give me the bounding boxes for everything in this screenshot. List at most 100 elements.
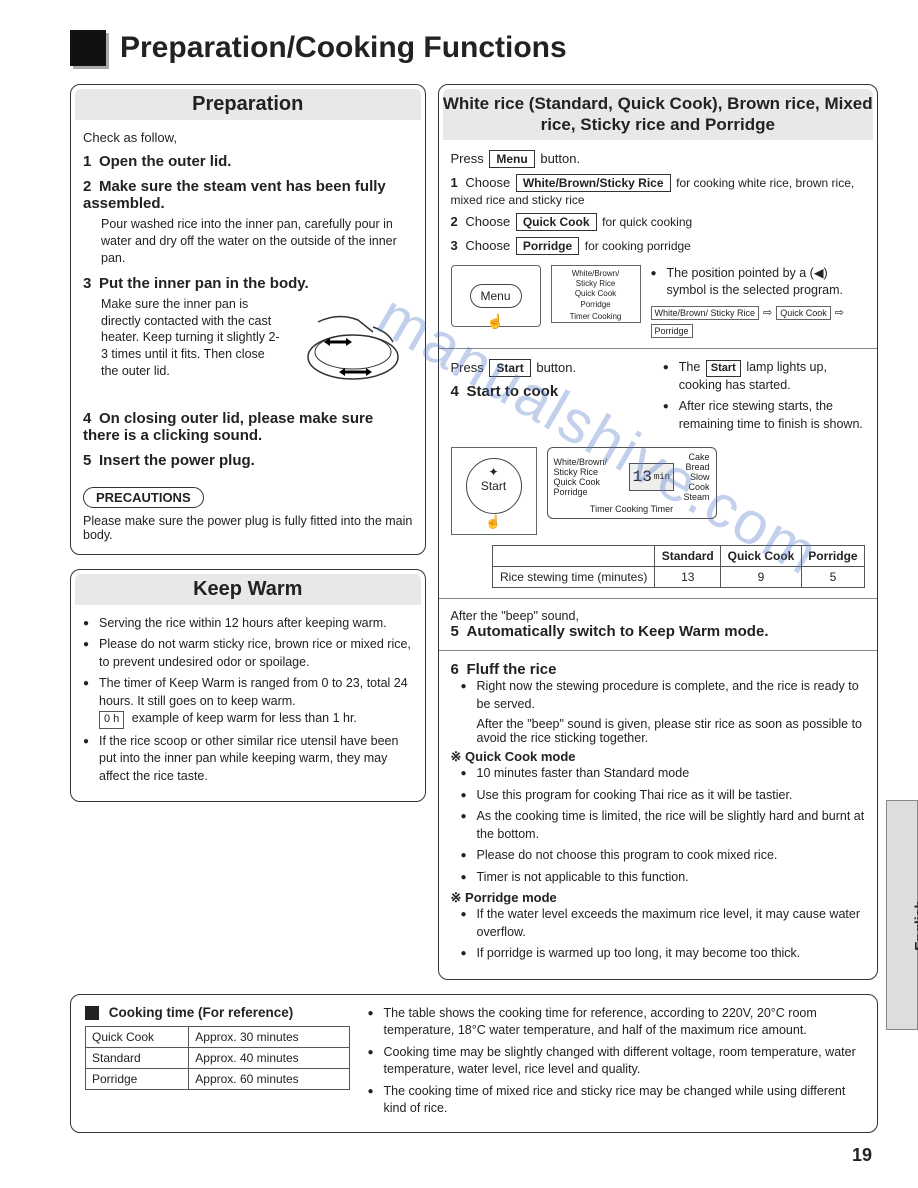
table-cell: Approx. 30 minutes xyxy=(189,1027,349,1048)
spark-icon: ✦ xyxy=(488,465,498,479)
start-note: After rice stewing starts, the remaining… xyxy=(663,398,865,433)
cooking-time-reference-panel: Cooking time (For reference) Quick CookA… xyxy=(70,994,878,1133)
quick-cook-bullet: As the cooking time is limited, the rice… xyxy=(461,808,865,843)
prep-step-4: 4 On closing outer lid, please make sure… xyxy=(83,410,413,444)
step-heading: Open the outer lid. xyxy=(99,153,232,170)
text: Choose xyxy=(465,175,510,190)
precautions-label: PRECAUTIONS xyxy=(83,487,204,508)
finger-icon: ☝ xyxy=(487,313,504,330)
choose-step-3: 3 Choose Porridge for cooking porridge xyxy=(451,237,865,255)
text: button. xyxy=(540,151,580,166)
choose-step-1: 1 Choose White/Brown/Sticky Rice for coo… xyxy=(451,174,865,207)
inner-pan-illustration xyxy=(293,292,413,402)
quick-cook-heading: ※ Quick Cook mode xyxy=(451,749,865,765)
page-number: 19 xyxy=(70,1145,878,1166)
cooking-time-title: Cooking time (For reference) xyxy=(85,1005,350,1020)
table-cell: Approx. 40 minutes xyxy=(189,1048,349,1069)
mode-button-label: Porridge xyxy=(516,237,579,255)
table-cell: Standard xyxy=(86,1048,189,1069)
quick-cook-bullet: Use this program for cooking Thai rice a… xyxy=(461,787,865,805)
lcd-screen: 13 min xyxy=(629,463,674,491)
step-number: 4 xyxy=(83,410,91,427)
text: Choose xyxy=(465,214,510,229)
porridge-bullet: If the water level exceeds the maximum r… xyxy=(461,906,865,941)
step-number: 4 xyxy=(451,383,459,400)
keep-warm-bullet: Please do not warm sticky rice, brown ri… xyxy=(83,636,413,671)
step-heading: Fluff the rice xyxy=(466,661,556,678)
flow-diagram: White/Brown/ Sticky Rice ⇨ Quick Cook ⇨ … xyxy=(651,306,865,338)
lcd-label: Cake Bread xyxy=(674,452,710,472)
table-header: Quick Cook xyxy=(721,546,802,567)
table-header: Porridge xyxy=(801,546,864,567)
cooking-time-note: The table shows the cooking time for ref… xyxy=(368,1005,863,1040)
cooking-title: White rice (Standard, Quick Cook), Brown… xyxy=(443,89,873,140)
stewing-time-table: Standard Quick Cook Porridge Rice stewin… xyxy=(492,545,865,588)
step-number: 5 xyxy=(451,623,459,640)
flow-box: Quick Cook xyxy=(776,306,831,320)
table-cell: Porridge xyxy=(86,1069,189,1090)
precautions-text: Please make sure the power plug is fully… xyxy=(83,514,413,542)
lcd-label: Steam xyxy=(674,492,710,502)
quick-cook-bullet: Timer is not applicable to this function… xyxy=(461,869,865,887)
step-number: 3 xyxy=(83,275,91,292)
divider xyxy=(439,650,877,651)
preparation-title: Preparation xyxy=(75,89,421,120)
header-square-icon xyxy=(70,30,106,66)
after-beep-text: After the "beep" sound, xyxy=(451,609,865,623)
lcd-value: 13 xyxy=(633,468,652,486)
porridge-heading: ※ Porridge mode xyxy=(451,890,865,906)
cooking-time-note: Cooking time may be slightly changed wit… xyxy=(368,1044,863,1079)
table-cell: 9 xyxy=(721,567,802,588)
text: Press xyxy=(451,151,484,166)
menu-display-diagram: White/Brown/ Sticky Rice Quick Cook Porr… xyxy=(551,265,641,323)
step-heading: Put the inner pan in the body. xyxy=(99,275,309,292)
display-line: Sticky Rice xyxy=(555,279,637,289)
step-5: 5 Automatically switch to Keep Warm mode… xyxy=(451,623,865,640)
side-language-label: English xyxy=(912,900,918,951)
flow-box: Porridge xyxy=(651,324,693,338)
display-line: White/Brown/ xyxy=(555,269,637,279)
step-heading: On closing outer lid, please make sure t… xyxy=(83,410,373,444)
table-header: Standard xyxy=(655,546,721,567)
porridge-bullet: If porridge is warmed up too long, it ma… xyxy=(461,945,865,963)
keep-warm-panel: Keep Warm Serving the rice within 12 hou… xyxy=(70,569,426,802)
text: Choose xyxy=(465,238,510,253)
flow-box: White/Brown/ Sticky Rice xyxy=(651,306,760,320)
mode-button-label: Quick Cook xyxy=(516,213,597,231)
lcd-label: Porridge xyxy=(554,487,629,497)
text: Press xyxy=(451,360,484,375)
step-number: 5 xyxy=(83,452,91,469)
finger-icon: ☝ xyxy=(466,514,522,530)
keep-warm-bullet: The timer of Keep Warm is ranged from 0 … xyxy=(83,675,413,728)
step-number: 6 xyxy=(451,661,459,678)
step-heading: Make sure the steam vent has been fully … xyxy=(83,178,386,212)
start-button-label: Start xyxy=(489,359,530,377)
step-6: 6 Fluff the rice xyxy=(451,661,865,678)
bullet-text: example of keep warm for less than 1 hr. xyxy=(132,711,357,725)
press-start-line: Press Start button. xyxy=(451,359,653,377)
text: for cooking porridge xyxy=(585,239,691,253)
step-number: 2 xyxy=(83,178,91,195)
step-number: 1 xyxy=(451,175,458,190)
arrow-icon: ⇨ xyxy=(835,306,844,319)
position-note: The position pointed by a (◀) symbol is … xyxy=(651,265,865,300)
page-title: Preparation/Cooking Functions xyxy=(120,31,567,65)
lcd-label: Quick Cook xyxy=(554,477,629,487)
start-button-diagram: Start ✦ ☝ xyxy=(451,447,537,535)
step6-bullet: Right now the stewing procedure is compl… xyxy=(461,678,865,713)
display-line: Timer Cooking xyxy=(555,312,637,322)
step-number: 1 xyxy=(83,153,91,170)
step6-text: After the "beep" sound is given, please … xyxy=(477,717,865,745)
table-cell: 13 xyxy=(655,567,721,588)
menu-button-label: Menu xyxy=(489,150,534,168)
cooking-time-note: The cooking time of mixed rice and stick… xyxy=(368,1083,863,1118)
table-cell: Approx. 60 minutes xyxy=(189,1069,349,1090)
start-note: The Start lamp lights up, cooking has st… xyxy=(663,359,865,395)
lcd-label: Slow Cook xyxy=(674,472,710,492)
menu-button-diagram: Menu ☝ xyxy=(451,265,541,327)
prep-step-2: 2 Make sure the steam vent has been full… xyxy=(83,178,413,267)
step-4: 4 Start to cook xyxy=(451,383,653,400)
lcd-unit: min xyxy=(654,472,670,482)
prep-step-5: 5 Insert the power plug. xyxy=(83,452,413,469)
keep-warm-bullet: Serving the rice within 12 hours after k… xyxy=(83,615,413,633)
